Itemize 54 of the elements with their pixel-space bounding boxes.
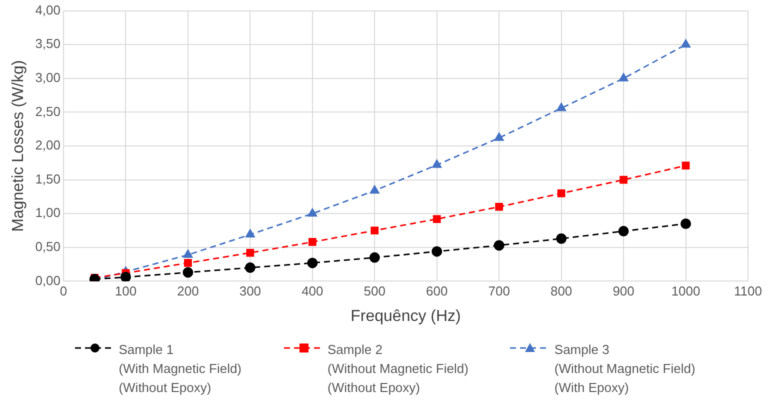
x-tick-label: 200 bbox=[177, 284, 199, 299]
point bbox=[494, 132, 504, 141]
point bbox=[120, 272, 131, 282]
y-tick-label: 2,50 bbox=[35, 104, 60, 119]
y-tick-label: 0,50 bbox=[35, 238, 60, 254]
point bbox=[370, 226, 379, 234]
x-tick-label: 600 bbox=[426, 284, 448, 299]
point bbox=[183, 250, 193, 258]
x-tick-label: 0 bbox=[60, 284, 68, 299]
x-tick-label: 700 bbox=[488, 284, 510, 299]
point bbox=[556, 102, 566, 112]
y-tick-label: 3,00 bbox=[35, 70, 60, 85]
legend-label: Sample 3 (Without Magnetic Field) (With Epoxy) bbox=[554, 341, 696, 397]
point bbox=[246, 248, 254, 257]
point bbox=[556, 233, 567, 244]
y-tick-label: 0,00 bbox=[35, 272, 60, 288]
x-tick-label: 400 bbox=[302, 284, 324, 299]
y-tick-label: 2,00 bbox=[35, 138, 60, 153]
y-tick-label: 4,00 bbox=[35, 2, 60, 18]
point bbox=[432, 246, 442, 257]
point bbox=[618, 226, 629, 236]
point bbox=[246, 229, 255, 238]
point bbox=[494, 240, 504, 251]
point bbox=[308, 238, 316, 246]
y-tick-label: 1,00 bbox=[35, 205, 60, 220]
point bbox=[495, 202, 504, 211]
x-tick-label: 1000 bbox=[671, 284, 700, 299]
point bbox=[680, 218, 692, 229]
x-tick-label: 900 bbox=[612, 284, 634, 299]
x-tick-label: 1100 bbox=[734, 284, 762, 299]
x-tick-label: 500 bbox=[364, 284, 386, 299]
point bbox=[244, 262, 256, 273]
point bbox=[307, 258, 318, 268]
x-tick-label: 800 bbox=[550, 284, 572, 299]
point bbox=[370, 185, 380, 194]
point bbox=[682, 162, 690, 170]
x-axis-title: Frequêncy (Hz) bbox=[350, 308, 461, 325]
x-tick-label: 300 bbox=[239, 284, 262, 299]
point bbox=[557, 189, 566, 198]
legend-label: Sample 1 (With Magnetic Field) (Without Epoxy) bbox=[118, 341, 242, 397]
y-tick-label: 3,50 bbox=[35, 36, 60, 52]
point bbox=[432, 215, 441, 223]
point bbox=[182, 267, 194, 278]
point bbox=[681, 39, 690, 48]
y-axis-title: Magnetic Losses (W/kg) bbox=[10, 60, 28, 232]
point bbox=[620, 176, 628, 184]
point bbox=[308, 208, 318, 217]
point bbox=[369, 252, 380, 263]
point bbox=[432, 160, 442, 168]
y-tick-label: 1,50 bbox=[35, 171, 60, 186]
legend-label: Sample 2 (Without Magnetic Field) (Without Epoxy) bbox=[328, 341, 468, 397]
point bbox=[618, 73, 628, 82]
x-tick-label: 100 bbox=[114, 284, 137, 299]
point bbox=[184, 259, 192, 267]
